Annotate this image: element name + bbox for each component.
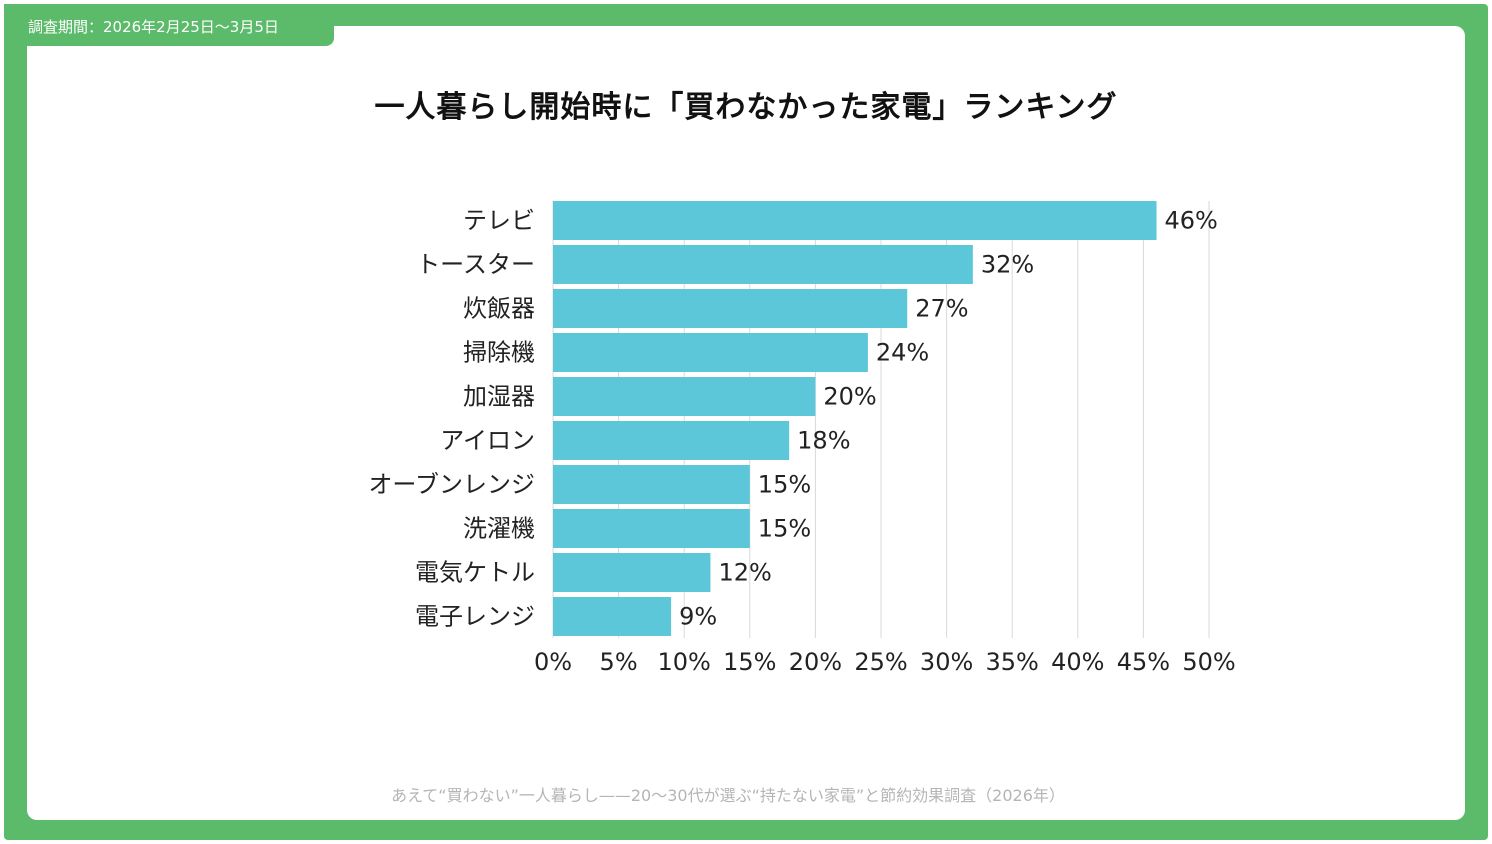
category-label: 加湿器	[463, 383, 535, 411]
source-note: あえて“買わない”一人暮らし——20〜30代が選ぶ“持たない家電”と節約効果調査…	[391, 786, 1065, 805]
survey-period-tab	[4, 4, 334, 46]
x-tick-label: 35%	[986, 648, 1039, 676]
x-tick-label: 25%	[854, 648, 907, 676]
x-tick-label: 50%	[1182, 648, 1235, 676]
category-label: アイロン	[440, 427, 535, 455]
x-tick-label: 0%	[534, 648, 572, 676]
bar	[553, 421, 790, 460]
bar	[553, 553, 711, 592]
category-label: テレビ	[463, 207, 535, 235]
value-label: 9%	[679, 603, 717, 631]
bar	[553, 201, 1157, 240]
bar	[553, 245, 973, 284]
value-label: 46%	[1165, 207, 1218, 235]
bar	[553, 509, 750, 548]
x-tick-label: 40%	[1051, 648, 1104, 676]
x-tick-label: 45%	[1117, 648, 1170, 676]
category-label: 炊飯器	[463, 295, 535, 323]
x-tick-label: 15%	[723, 648, 776, 676]
value-label: 24%	[876, 339, 929, 367]
survey-period: 調査期間：2026年2月25日〜3月5日	[28, 18, 279, 36]
value-label: 15%	[758, 471, 811, 499]
category-label: 電気ケトル	[415, 559, 535, 587]
category-label: オーブンレンジ	[368, 471, 535, 499]
value-label: 15%	[758, 515, 811, 543]
bar	[553, 289, 908, 328]
bars	[553, 201, 1157, 636]
category-label: 洗濯機	[463, 515, 535, 543]
chart-title: 一人暮らし開始時に「買わなかった家電」ランキング	[374, 90, 1118, 125]
bar	[553, 377, 816, 416]
bar	[553, 597, 672, 636]
value-label: 32%	[981, 251, 1034, 279]
category-label: トースター	[416, 251, 535, 279]
x-tick-label: 30%	[920, 648, 973, 676]
bar	[553, 465, 750, 504]
x-tick-label: 10%	[658, 648, 711, 676]
x-tick-label: 20%	[789, 648, 842, 676]
bar	[553, 333, 868, 372]
category-label: 電子レンジ	[415, 603, 535, 631]
category-label: 掃除機	[463, 339, 535, 367]
x-tick-label: 5%	[600, 648, 638, 676]
value-label: 27%	[915, 295, 968, 323]
value-label: 12%	[718, 559, 771, 587]
value-label: 20%	[823, 383, 876, 411]
labels: 0% 5% 10% 15% 20% 25% 30% 35% 40% 45% 50% テレビ 46% トース…	[368, 207, 1235, 677]
value-label: 18%	[797, 427, 850, 455]
